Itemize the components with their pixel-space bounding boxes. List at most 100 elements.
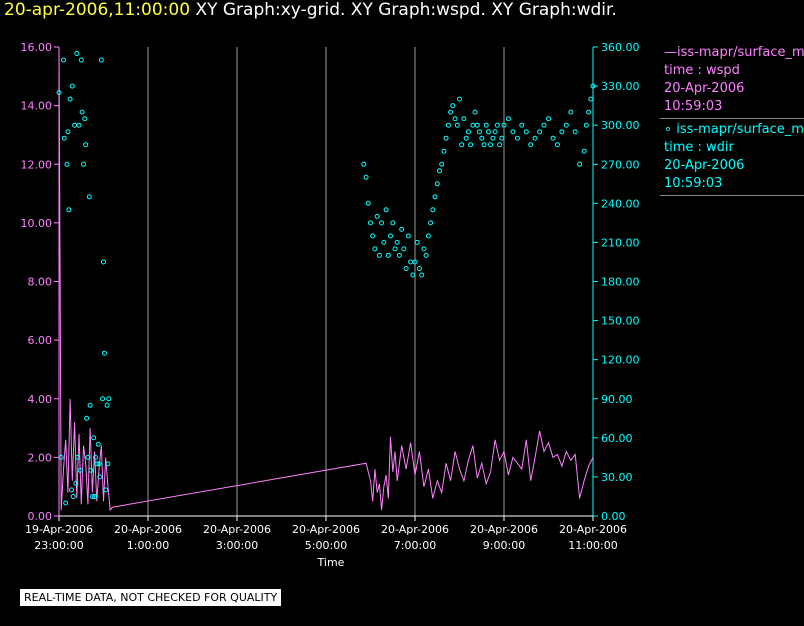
series-wdir-point (490, 135, 496, 141)
series-wdir-point (494, 122, 500, 128)
series-wdir-point (103, 487, 109, 493)
series-wdir-point (372, 246, 378, 252)
y-right-tick-label: 0.00 (601, 510, 626, 523)
series-wdir-point (497, 142, 503, 148)
series-wdir-point (73, 480, 79, 486)
series-wdir-point (381, 239, 387, 245)
series-wdir-point (425, 233, 431, 239)
series-wdir-point (412, 259, 418, 265)
series-wdir-point (434, 181, 440, 187)
series-wdir-point (450, 103, 456, 109)
series-wdir-point (76, 122, 82, 128)
series-wdir-point (58, 454, 64, 460)
series-wdir-point (488, 142, 494, 148)
quality-notice: REAL-TIME DATA, NOT CHECKED FOR QUALITY (20, 589, 282, 606)
series-wdir-point (87, 402, 93, 408)
x-tick-label-time: 23:00:00 (34, 539, 83, 552)
series-wdir-point (63, 500, 69, 506)
series-wdir-point (374, 213, 380, 219)
series-wdir-point (401, 246, 407, 252)
series-wdir-point (463, 135, 469, 141)
series-wdir-point (457, 96, 462, 102)
legend-entry-wspd: —iss-mapr/surface_m time : wspd 20-Apr-2… (660, 44, 804, 116)
title-graph-names: XY Graph:xy-grid. XY Graph:wspd. XY Grap… (195, 0, 617, 20)
series-wdir-point (61, 57, 66, 63)
series-wdir-point (370, 233, 376, 239)
series-wdir-point (485, 129, 491, 135)
series-wdir-point (70, 494, 76, 499)
series-wdir-point (67, 96, 73, 102)
series-wdir-point (56, 90, 62, 96)
legend: —iss-mapr/surface_m time : wspd 20-Apr-2… (660, 44, 804, 198)
x-tick-label-date: 20-Apr-2006 (203, 523, 271, 536)
series-wdir-point (499, 135, 505, 141)
series-wdir-point (361, 161, 367, 167)
x-tick-label-time: 1:00:00 (127, 539, 169, 552)
series-wdir-point (363, 174, 369, 180)
series-wdir-point (95, 441, 101, 447)
series-wdir-point (470, 122, 476, 128)
series-wdir-point (405, 233, 411, 239)
series-wdir-point (445, 122, 451, 128)
series-wdir-point (581, 148, 587, 154)
series-wdir-point (85, 454, 91, 460)
series-wdir-point (492, 129, 498, 135)
y-right-tick-label: 30.00 (601, 471, 633, 484)
y-left-tick-label: 8.00 (28, 276, 53, 289)
x-tick-label-date: 20-Apr-2006 (114, 523, 182, 536)
legend-wspd-name: —iss-mapr/surface_m (664, 45, 804, 60)
series-wdir-point (82, 116, 88, 122)
series-wdir-point (532, 135, 538, 141)
series-wdir-point (477, 129, 482, 135)
series-wdir-point (91, 435, 97, 441)
y-right-tick-label: 180.00 (601, 276, 640, 289)
series-wdir-point (410, 272, 416, 278)
legend-wdir-field: time : wdir (664, 140, 734, 155)
series-wdir-point (75, 454, 81, 460)
y-right-tick-label: 240.00 (601, 197, 640, 210)
series-wdir-point (505, 116, 511, 122)
series-wdir-point (81, 161, 86, 167)
x-tick-label-date: 20-Apr-2006 (292, 523, 360, 536)
series-wdir-point (421, 246, 427, 252)
series-wdir-point (101, 259, 106, 265)
series-wdir-point (428, 220, 434, 226)
series-wdir-point (408, 259, 414, 265)
series-wdir-point (583, 122, 589, 128)
series-wdir-point (92, 494, 98, 499)
series-wdir-point (69, 487, 74, 493)
x-tick-label-date: 19-Apr-2006 (25, 523, 93, 536)
x-tick-label-time: 11:00:00 (568, 539, 617, 552)
y-right-tick-label: 270.00 (601, 158, 640, 171)
series-wdir-point (519, 122, 525, 128)
series-wdir-point (590, 83, 596, 89)
series-wdir-point (376, 252, 382, 258)
x-tick-label-date: 20-Apr-2006 (559, 523, 627, 536)
x-axis-label: Time (317, 556, 345, 569)
y-right-tick-label: 210.00 (601, 236, 640, 249)
series-wdir-point (368, 220, 373, 226)
series-wdir-point (481, 142, 487, 148)
series-wdir-point (64, 161, 70, 167)
series-wdir-point (441, 148, 447, 154)
series-wdir-point (399, 226, 405, 232)
series-wdir-point (461, 116, 467, 122)
series-wdir-point (78, 57, 84, 63)
legend-entry-wdir: ∘ iss-mapr/surface_m time : wdir 20-Apr-… (660, 121, 804, 193)
y-left-tick-label: 14.00 (21, 100, 53, 113)
y-left-tick-label: 0.00 (28, 510, 53, 523)
series-wdir-point (94, 461, 100, 467)
series-wdir-point (586, 109, 592, 115)
series-wdir-point (459, 142, 465, 148)
x-tick-label-date: 20-Apr-2006 (381, 523, 449, 536)
series-wdir-point (423, 252, 429, 258)
series-wdir-point (365, 200, 371, 206)
series-wdir-point (537, 129, 543, 135)
series-wdir-point (474, 122, 480, 128)
series-wdir-point (84, 415, 90, 421)
y-right-tick-label: 60.00 (601, 432, 633, 445)
series-wdir-point (65, 129, 71, 135)
series-wdir-point (392, 246, 398, 252)
series-wdir-point (89, 494, 95, 499)
series-wdir-point (550, 135, 556, 141)
